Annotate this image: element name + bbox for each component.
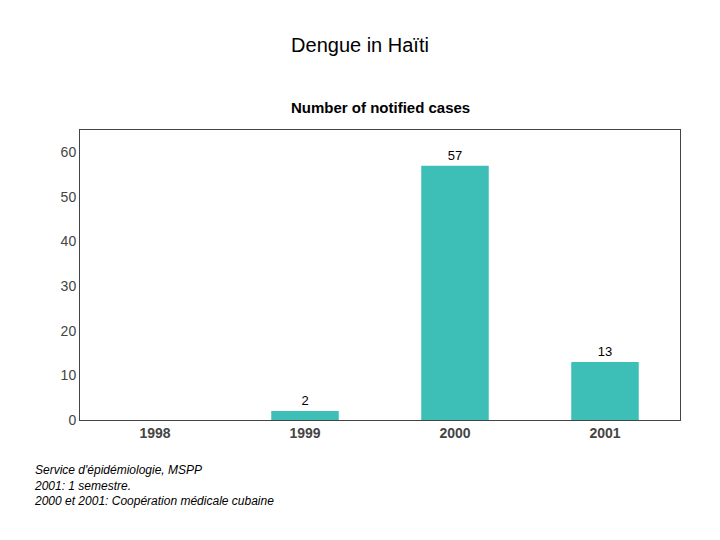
svg-text:2: 2 xyxy=(301,393,308,408)
svg-text:Number of notified cases: Number of notified cases xyxy=(291,99,470,116)
svg-text:1999: 1999 xyxy=(289,425,320,441)
svg-text:60: 60 xyxy=(61,144,77,160)
svg-text:10: 10 xyxy=(61,367,77,383)
svg-text:50: 50 xyxy=(61,189,77,205)
svg-text:Dengue in Haïti: Dengue in Haïti xyxy=(291,34,429,56)
svg-text:30: 30 xyxy=(61,278,77,294)
svg-text:20: 20 xyxy=(61,323,77,339)
svg-text:Service d'épidémiologie, MSPP2: Service d'épidémiologie, MSPP2001: 1 sem… xyxy=(34,463,274,508)
svg-text:0: 0 xyxy=(68,412,76,428)
svg-text:2000: 2000 xyxy=(439,425,470,441)
svg-text:57: 57 xyxy=(448,148,462,163)
svg-text:13: 13 xyxy=(598,344,612,359)
svg-text:2001: 2001 xyxy=(589,425,620,441)
svg-text:40: 40 xyxy=(61,233,77,249)
svg-text:1998: 1998 xyxy=(139,425,170,441)
